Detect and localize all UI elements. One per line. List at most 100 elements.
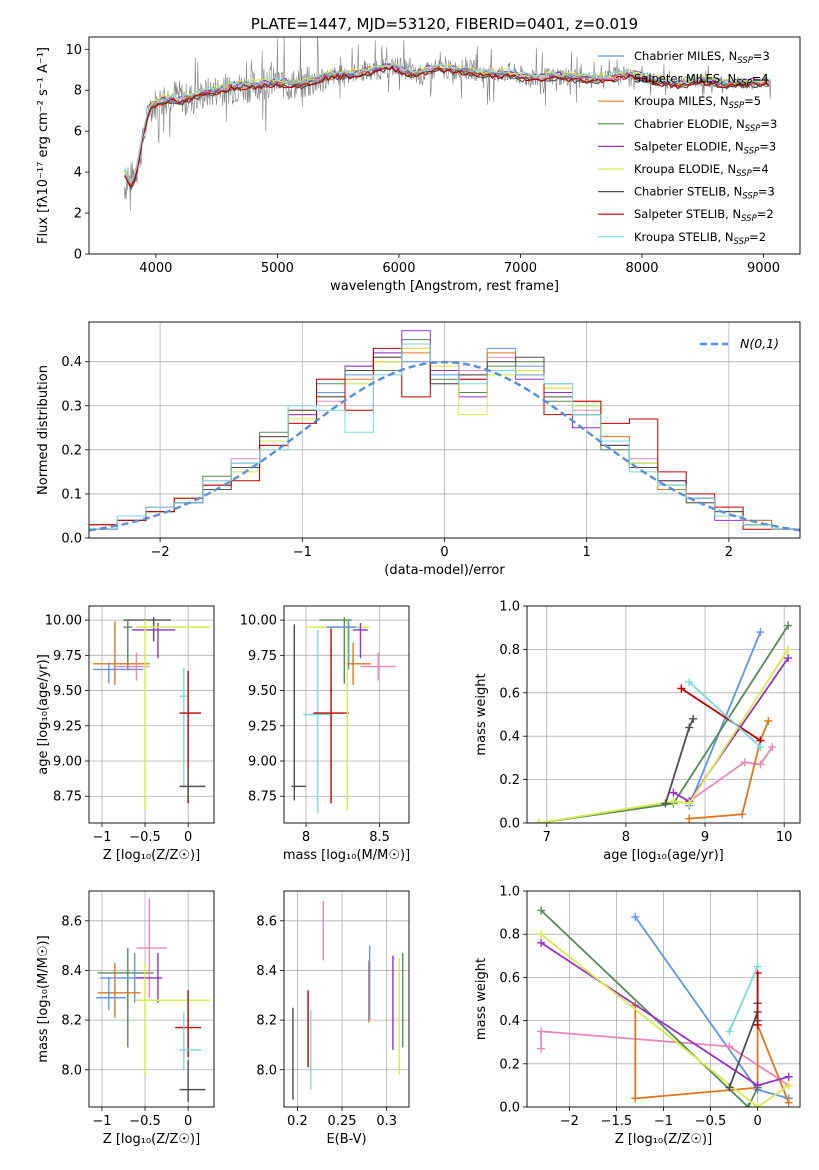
plus-marker <box>768 743 777 752</box>
plus-marker <box>753 1081 762 1090</box>
x-tick-label: −1.5 <box>601 1114 633 1129</box>
axes-mass-vs-ebv: 0.2 0.25 0.3 8.0 8.2 8.4 8.6 E(B-V) <box>256 890 410 1147</box>
model-line <box>124 62 770 184</box>
x-axis-label: age [log₁₀(age/yr)] <box>603 848 724 863</box>
y-tick-label: 0.0 <box>499 1101 520 1116</box>
axes-frame <box>283 605 410 824</box>
legend-label: Salpeter STELIB, NSSP=2 <box>634 207 774 224</box>
plot-area-age-vs-mass <box>291 617 396 814</box>
plus-marker <box>784 654 793 663</box>
y-tick-label: 0.8 <box>499 928 520 943</box>
legend-label: Salpeter MILES, NSSP=4 <box>634 72 769 89</box>
y-tick-label: 10 <box>65 43 82 58</box>
x-tick-label: 8.5 <box>369 830 390 845</box>
weight-line <box>540 933 790 1107</box>
y-tick-label: 0.4 <box>499 730 520 745</box>
plus-marker <box>725 1042 734 1051</box>
plus-marker <box>784 1072 793 1081</box>
x-tick-label: 0.3 <box>376 1114 397 1129</box>
y-tick-label: 0.0 <box>61 532 82 547</box>
x-axis-label: mass [log₁₀(M/M☉)] <box>283 848 410 863</box>
plus-marker <box>744 1103 753 1107</box>
legend-label: Kroupa MILES, NSSP=5 <box>634 94 761 111</box>
y-tick-label: 8.0 <box>61 1063 82 1078</box>
plus-marker <box>537 930 546 939</box>
x-tick-label: −0.5 <box>695 1114 727 1129</box>
x-tick-label: −1 <box>92 830 111 845</box>
histogram-step <box>89 343 800 530</box>
plus-marker <box>689 714 698 723</box>
y-tick-label: 8.6 <box>256 914 277 929</box>
model-line <box>124 62 770 182</box>
plus-marker <box>756 760 765 769</box>
y-tick-label: 8.0 <box>256 1063 277 1078</box>
axes-mass-vs-z: −1 −0.5 0 8.0 8.2 8.4 8.6 Z [log₁₀(Z/Z☉)] mass [… <box>36 890 215 1147</box>
axes-frame <box>88 321 801 539</box>
plus-marker <box>685 799 694 808</box>
plus-marker <box>756 743 765 752</box>
legend-label: Chabrier ELODIE, NSSP=3 <box>634 117 777 134</box>
plus-marker <box>537 906 546 915</box>
x-axis-label: E(B-V) <box>326 1132 366 1147</box>
plus-marker <box>756 628 765 637</box>
legend-label: Chabrier MILES, NSSP=3 <box>634 49 770 66</box>
x-tick-label: 8 <box>622 830 630 845</box>
y-tick-label: 9.00 <box>248 755 277 770</box>
x-tick-label: 0 <box>184 830 192 845</box>
legend-label: N(0,1) <box>740 336 779 351</box>
x-tick-label: 9 <box>701 830 709 845</box>
legend: Chabrier MILES, NSSP=3 Salpeter MILES, NS… <box>598 49 777 247</box>
x-axis-label: Z [log₁₀(Z/Z☉)] <box>103 848 200 863</box>
x-tick-label: 10 <box>776 830 793 845</box>
x-tick-label: 1 <box>583 545 591 560</box>
plus-marker <box>738 810 747 819</box>
y-tick-label: 8.2 <box>61 1014 82 1029</box>
plus-marker <box>764 717 773 726</box>
y-tick-label: 10.00 <box>240 614 277 629</box>
chart-title: PLATE=1447, MJD=53120, FIBERID=0401, z=0… <box>251 15 638 33</box>
x-tick-label: −2 <box>560 1114 579 1129</box>
axes-frame <box>88 36 801 255</box>
plot-area-mass-vs-z <box>95 898 210 1103</box>
plus-marker <box>725 1027 734 1036</box>
plus-marker <box>784 645 793 654</box>
plus-marker <box>631 1094 640 1103</box>
plus-marker <box>784 1098 793 1107</box>
model-line <box>124 65 770 188</box>
x-tick-label: −2 <box>151 545 170 560</box>
x-tick-label: −0.5 <box>129 830 161 845</box>
axes-frame <box>88 890 215 1108</box>
plot-area-weight-vs-z <box>537 906 793 1107</box>
plus-marker <box>740 758 749 767</box>
y-tick-label: 0.1 <box>61 487 82 502</box>
x-axis-label: Z [log₁₀(Z/Z☉)] <box>103 1132 200 1147</box>
weight-line <box>728 1003 759 1088</box>
x-tick-label: 0 <box>753 1114 761 1129</box>
axes-frame <box>526 605 801 824</box>
legend-label: Chabrier STELIB, NSSP=3 <box>634 185 775 202</box>
axes-spectrum: 4000 5000 6000 7000 8000 9000 0 2 4 6 8 10 wavelengt… <box>36 15 801 294</box>
x-tick-label: −1 <box>293 545 312 560</box>
y-tick-label: 1.0 <box>499 600 520 615</box>
y-tick-label: 0.8 <box>499 643 520 658</box>
y-tick-label: 4 <box>74 166 82 181</box>
plus-marker <box>784 621 793 630</box>
weight-line <box>688 631 762 806</box>
x-axis-label: (data-model)/error <box>384 563 505 578</box>
plot-area-age-vs-z <box>93 617 210 811</box>
weight-line <box>540 909 759 1107</box>
weight-line <box>680 687 761 742</box>
plus-marker <box>685 677 694 686</box>
plus-marker <box>534 819 543 823</box>
y-tick-label: 8.4 <box>61 964 82 979</box>
y-tick-label: 9.25 <box>248 719 277 734</box>
y-tick-label: 8.75 <box>53 790 82 805</box>
y-tick-label: 0.6 <box>499 971 520 986</box>
y-axis-label: mass [log₁₀(M/M☉)] <box>36 935 51 1062</box>
y-tick-label: 0.6 <box>499 686 520 701</box>
x-axis-label: wavelength [Angstrom, rest frame] <box>330 279 559 294</box>
y-tick-label: 8.2 <box>256 1014 277 1029</box>
plus-marker <box>677 684 686 693</box>
x-tick-label: 0.2 <box>287 1114 308 1129</box>
